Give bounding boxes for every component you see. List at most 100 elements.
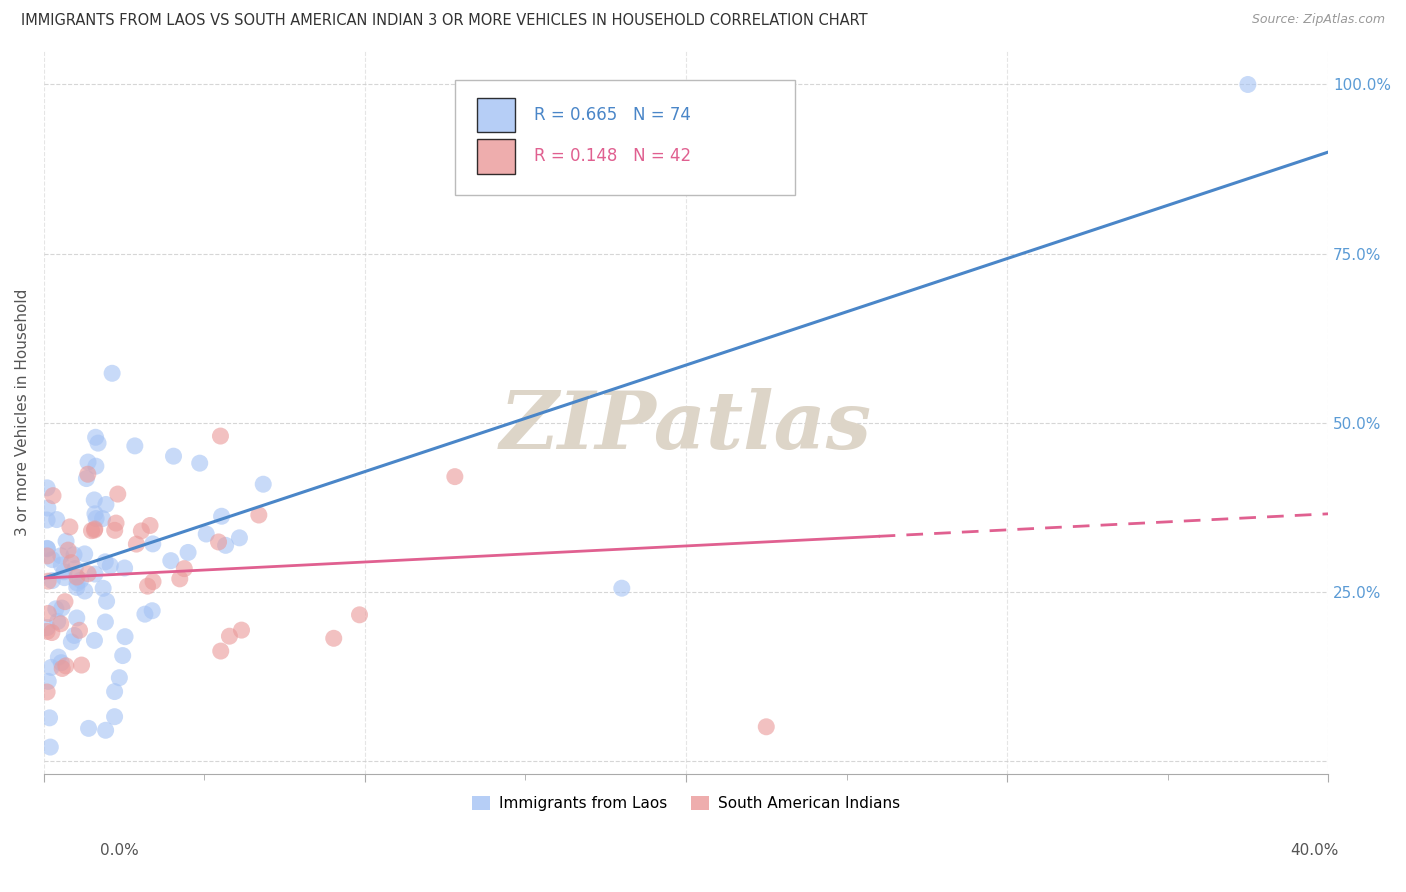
Point	[66, 576, 89, 591]
Point	[69, 573, 91, 587]
Text: R = 0.148   N = 42: R = 0.148 N = 42	[534, 147, 692, 165]
Point	[49, 616, 72, 631]
Point	[231, 623, 253, 637]
Point	[207, 535, 229, 549]
Point	[94, 555, 117, 569]
Point	[37, 541, 59, 556]
Point	[209, 429, 232, 443]
Point	[177, 545, 200, 559]
Point	[77, 566, 100, 581]
Point	[35, 621, 58, 635]
Point	[755, 720, 778, 734]
Point	[188, 456, 211, 470]
Point	[42, 489, 65, 503]
Point	[83, 522, 105, 536]
Point	[252, 477, 274, 491]
Point	[60, 556, 83, 570]
Point	[39, 660, 62, 674]
Text: 0.0%: 0.0%	[100, 843, 139, 858]
Point	[83, 633, 105, 648]
Point	[124, 439, 146, 453]
Point	[80, 524, 103, 538]
Point	[94, 723, 117, 738]
Point	[91, 582, 114, 596]
Point	[41, 552, 63, 566]
Point	[1237, 78, 1260, 92]
Point	[159, 554, 181, 568]
Point	[37, 674, 59, 689]
Point	[87, 436, 110, 450]
Point	[195, 527, 218, 541]
Point	[228, 531, 250, 545]
Point	[96, 594, 118, 608]
Point	[73, 584, 96, 599]
Point	[114, 561, 136, 575]
Point	[125, 537, 148, 551]
Point	[38, 711, 60, 725]
Point	[37, 607, 59, 621]
FancyBboxPatch shape	[477, 98, 515, 132]
Text: 40.0%: 40.0%	[1291, 843, 1339, 858]
Point	[75, 472, 97, 486]
Point	[84, 567, 107, 582]
Point	[77, 722, 100, 736]
Point	[104, 684, 127, 698]
Point	[139, 518, 162, 533]
Y-axis label: 3 or more Vehicles in Household: 3 or more Vehicles in Household	[15, 289, 30, 536]
Point	[63, 548, 86, 562]
Point	[84, 430, 107, 444]
Point	[105, 516, 128, 530]
Point	[94, 498, 117, 512]
Legend: Immigrants from Laos, South American Indians: Immigrants from Laos, South American Ind…	[465, 789, 907, 817]
Point	[49, 549, 72, 563]
Point	[76, 467, 98, 482]
Point	[37, 574, 59, 589]
Point	[59, 520, 82, 534]
Point	[141, 604, 163, 618]
Point	[98, 558, 121, 573]
Point	[45, 512, 67, 526]
Point	[218, 629, 240, 643]
Point	[60, 635, 83, 649]
Point	[63, 561, 86, 575]
Point	[83, 492, 105, 507]
Point	[48, 650, 70, 665]
Point	[46, 615, 69, 629]
Point	[35, 685, 58, 699]
Point	[101, 366, 124, 380]
Point	[55, 658, 77, 673]
Point	[35, 513, 58, 527]
Point	[114, 630, 136, 644]
Point	[214, 538, 236, 552]
Point	[35, 624, 58, 639]
Point	[136, 579, 159, 593]
Point	[91, 511, 114, 525]
Point	[73, 547, 96, 561]
Point	[53, 594, 76, 608]
Point	[56, 543, 79, 558]
Point	[51, 656, 73, 670]
Point	[37, 549, 59, 563]
Point	[247, 508, 270, 522]
Point	[70, 658, 93, 673]
Point	[39, 740, 62, 755]
Point	[69, 624, 91, 638]
Point	[53, 571, 76, 585]
Point	[51, 661, 73, 675]
Point	[35, 541, 58, 556]
Point	[35, 481, 58, 495]
Point	[41, 625, 63, 640]
Point	[169, 572, 191, 586]
Point	[322, 632, 344, 646]
Point	[209, 644, 232, 658]
Point	[142, 537, 165, 551]
Point	[66, 611, 89, 625]
Point	[41, 574, 63, 588]
Point	[84, 459, 107, 474]
Point	[103, 709, 125, 723]
Point	[104, 524, 127, 538]
Point	[610, 581, 633, 595]
Text: IMMIGRANTS FROM LAOS VS SOUTH AMERICAN INDIAN 3 OR MORE VEHICLES IN HOUSEHOLD CO: IMMIGRANTS FROM LAOS VS SOUTH AMERICAN I…	[21, 13, 868, 29]
Point	[84, 511, 107, 525]
Point	[66, 581, 89, 595]
